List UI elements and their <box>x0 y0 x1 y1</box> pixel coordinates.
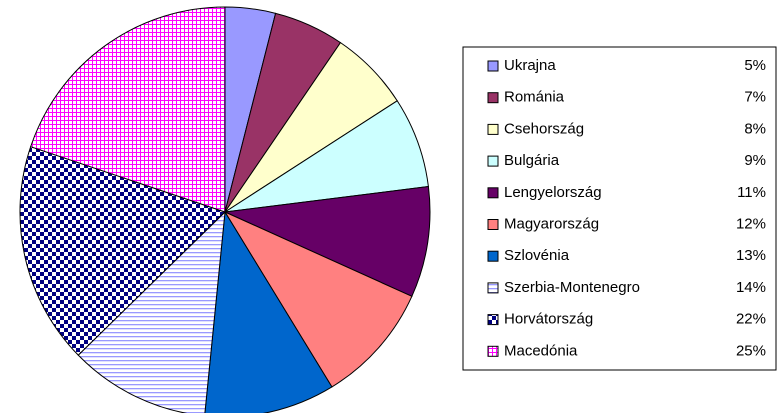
legend-swatch <box>487 345 499 357</box>
legend-swatch <box>487 219 499 230</box>
legend-value: 13% <box>736 247 766 264</box>
pie-slice <box>223 185 431 297</box>
legend-value: 14% <box>736 279 766 296</box>
legend-label: Bulgária <box>504 152 560 169</box>
legend-swatch <box>487 187 499 199</box>
legend-swatch <box>487 60 499 72</box>
legend-value: 9% <box>744 152 766 169</box>
legend-swatch <box>487 282 499 294</box>
pie-slice <box>19 146 226 356</box>
legend-label: Magyarország <box>504 215 599 232</box>
legend-label: Szerbia-Montenegro <box>504 279 640 296</box>
pie-slice <box>30 6 226 213</box>
legend-label: Szlovénia <box>504 247 570 264</box>
legend-value: 7% <box>744 89 766 106</box>
legend-swatch <box>487 155 499 167</box>
legend-value: 5% <box>744 57 766 74</box>
legend: Ukrajna 5% Románia 7% Csehország 8% Bulgária 9%… <box>487 57 766 359</box>
pie-slice <box>77 210 226 413</box>
legend-value: 12% <box>736 215 766 232</box>
legend-label: Csehország <box>504 120 584 137</box>
pie <box>19 6 431 413</box>
legend-swatch <box>487 314 499 326</box>
pie-slice <box>223 210 413 388</box>
legend-swatch <box>487 92 499 104</box>
legend-label: Horvátország <box>504 311 593 328</box>
legend-label: Ukrajna <box>504 57 556 74</box>
legend-swatch <box>487 250 499 262</box>
legend-value: 11% <box>737 184 766 201</box>
legend-swatch <box>487 123 499 135</box>
legend-value: 8% <box>744 120 766 137</box>
legend-box <box>462 46 777 371</box>
legend-value: 25% <box>736 342 766 359</box>
legend-value: 22% <box>736 311 766 328</box>
legend-label: Lengyelország <box>504 184 602 201</box>
legend-label: Románia <box>504 89 565 106</box>
legend-label: Macedónia <box>504 342 578 359</box>
pie-slice <box>204 210 333 413</box>
